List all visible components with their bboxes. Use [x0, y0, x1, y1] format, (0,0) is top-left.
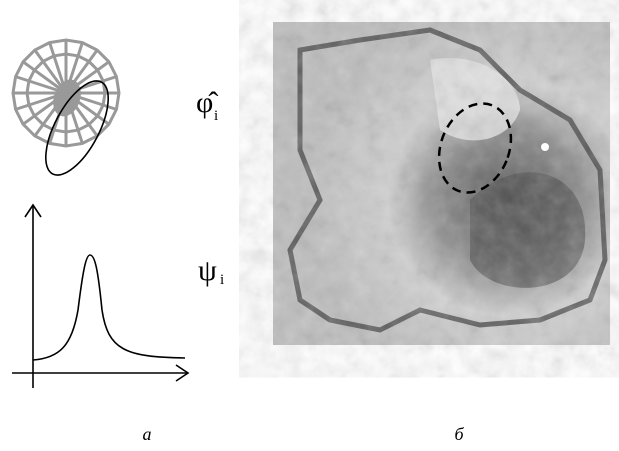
phi-index: i: [214, 108, 218, 124]
psi-symbol: ψ: [198, 254, 217, 287]
axes: [12, 203, 190, 388]
map: [273, 22, 610, 345]
psi-index: i: [220, 272, 224, 288]
gray-ellipse: [53, 79, 81, 117]
phi-symbol: φ̂: [196, 86, 218, 119]
bell-curve: [32, 254, 186, 361]
caption-a: а: [143, 424, 152, 444]
black-ellipse: [45, 80, 109, 176]
caption-b: б: [454, 424, 464, 444]
